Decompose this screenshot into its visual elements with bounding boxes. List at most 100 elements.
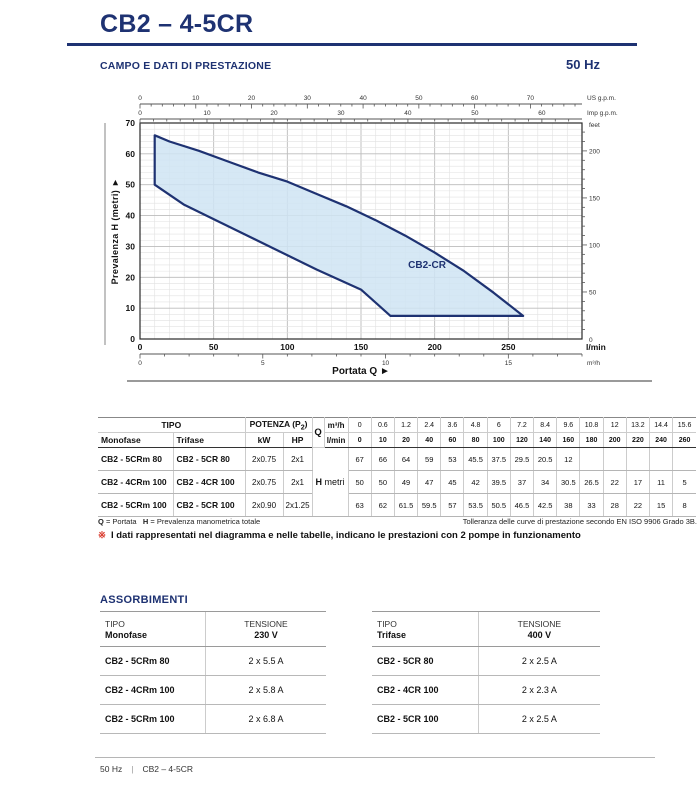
table-cell: 15 bbox=[648, 493, 674, 517]
table-cell: 40 bbox=[417, 432, 442, 448]
footer-model: CB2 – 4-5CR bbox=[142, 764, 193, 774]
table-cell: TIPO Monofase bbox=[100, 611, 206, 647]
reference-mark-icon: ※ bbox=[98, 530, 106, 541]
table-cell: 67 bbox=[347, 447, 372, 471]
x-tick-label: 50 bbox=[209, 342, 219, 352]
table-cell: 62 bbox=[370, 493, 395, 517]
table-cell: 45 bbox=[440, 470, 465, 494]
performance-envelope bbox=[153, 134, 525, 317]
table-cell: 10 bbox=[370, 432, 395, 448]
table-cell: 160 bbox=[556, 432, 581, 448]
table-cell: kW bbox=[244, 432, 284, 448]
table-cell: TENSIONE 230 V bbox=[204, 611, 326, 647]
table-cell: 39.5 bbox=[486, 470, 511, 494]
table-cell: TENSIONE 400 V bbox=[477, 611, 600, 647]
feet-tick-label: 150 bbox=[589, 195, 600, 202]
usgpm-tick-label: 70 bbox=[527, 95, 535, 102]
header-row: TIPO Monofase TENSIONE 230 V bbox=[100, 611, 326, 647]
q-text: = Portata bbox=[105, 517, 137, 526]
table-cell: 38 bbox=[556, 493, 581, 517]
model-cell: CB2 - 5CRm 80 bbox=[100, 646, 206, 676]
model-cell: CB2 - 4CR 100 bbox=[372, 675, 479, 705]
table-cell: 2x0.75 bbox=[244, 447, 284, 471]
usgpm-tick-label: 40 bbox=[359, 95, 367, 102]
footer-separator: | bbox=[131, 764, 134, 774]
table-cell: 53.5 bbox=[463, 493, 488, 517]
table-cell: 5 bbox=[672, 470, 696, 494]
table-cell: 2x1.25 bbox=[282, 493, 313, 517]
model-cell: CB2 - 5CR 100 bbox=[372, 704, 479, 734]
table-cell: CB2 - 4CR 100 bbox=[172, 470, 246, 494]
monofase-absorption-table-container: TIPO Monofase TENSIONE 230 V CB2 - 5CRm 80 2 … bbox=[100, 611, 326, 734]
model-cell: CB2 - 5CR 80 bbox=[372, 646, 479, 676]
table-cell: 80 bbox=[463, 432, 488, 448]
impgpm-tick-label: 10 bbox=[203, 110, 211, 117]
impgpm-axis-unit: Imp g.p.m. bbox=[587, 110, 618, 117]
table-cell: POTENZA (P2) bbox=[244, 417, 313, 433]
feet-tick-label: 100 bbox=[589, 242, 600, 249]
table-cell: 45.5 bbox=[463, 447, 488, 471]
table-cell: 30.5 bbox=[556, 470, 581, 494]
table-cell: CB2 - 5CRm 80 bbox=[98, 447, 174, 471]
table-cell: HP bbox=[282, 432, 313, 448]
absorption-table: TIPO Monofase TENSIONE 230 V CB2 - 5CRm 80 2 … bbox=[100, 611, 326, 734]
table-cell: 0 bbox=[347, 432, 372, 448]
header-row: Monofase Trifase kW HP l/min 0 10 20 40 60 80 100 12… bbox=[98, 432, 696, 448]
table-cell: 9.6 bbox=[556, 417, 581, 433]
table-row: CB2 - 5CR 80 2 x 2.5 A bbox=[372, 646, 600, 676]
table-row: CB2 - 4CR 100 2 x 2.3 A bbox=[372, 675, 600, 705]
table-cell: TIPO Trifase bbox=[372, 611, 479, 647]
table-cell: 12 bbox=[602, 417, 627, 433]
table-cell: 14.4 bbox=[648, 417, 674, 433]
impgpm-tick-label: 30 bbox=[337, 110, 345, 117]
h-label: H bbox=[142, 517, 149, 526]
table-cell: 59.5 bbox=[417, 493, 442, 517]
y-tick-label: 0 bbox=[130, 334, 135, 344]
table-cell: 22 bbox=[625, 493, 650, 517]
h-text: = Prevalenza manometrica totale bbox=[150, 517, 261, 526]
footer: 50 Hz | CB2 – 4-5CR bbox=[100, 764, 193, 774]
table-cell: 28 bbox=[602, 493, 627, 517]
tolerance-note: Tolleranza delle curve di prestazione se… bbox=[462, 517, 697, 526]
m3h-tick-label: 15 bbox=[505, 360, 513, 367]
table-cell: 4.8 bbox=[463, 417, 488, 433]
y-tick-label: 70 bbox=[126, 118, 136, 128]
table-row: CB2 - 5CRm 100 CB2 - 5CR 100 2x0.90 2x1.25 6… bbox=[98, 493, 696, 517]
table-cell: 180 bbox=[579, 432, 604, 448]
table-cell: 1.2 bbox=[393, 417, 419, 433]
table-cell: Monofase bbox=[98, 432, 174, 448]
phase-label: Monofase bbox=[105, 629, 148, 640]
table-row: CB2 - 4CRm 100 2 x 5.8 A bbox=[100, 675, 326, 705]
table-cell: 12 bbox=[556, 447, 581, 471]
table-row: CB2 - 5CRm 80 CB2 - 5CR 80 2x0.75 2x1 H metr… bbox=[98, 447, 696, 517]
table-row: CB2 - 5CR 100 2 x 2.5 A bbox=[372, 704, 600, 734]
y-tick-label: 30 bbox=[126, 241, 136, 251]
table-cell: 20 bbox=[393, 432, 419, 448]
footer-frequency: 50 Hz bbox=[100, 764, 123, 774]
current-cell: 2 x 5.8 A bbox=[204, 675, 326, 705]
usgpm-axis-unit: US g.p.m. bbox=[587, 95, 616, 102]
current-cell: 2 x 2.5 A bbox=[477, 646, 600, 676]
table-cell: 29.5 bbox=[509, 447, 535, 471]
footer-rule bbox=[95, 757, 655, 758]
m3h-tick-label: 5 bbox=[261, 360, 265, 367]
x-tick-label: 100 bbox=[280, 342, 294, 352]
table-cell: H metri bbox=[311, 447, 349, 517]
y-tick-label: 10 bbox=[126, 303, 136, 313]
plot-border bbox=[139, 122, 583, 340]
impgpm-tick-label: 60 bbox=[538, 110, 546, 117]
impgpm-tick-label: 20 bbox=[270, 110, 278, 117]
table-cell bbox=[602, 447, 627, 471]
m3h-tick-label: 10 bbox=[382, 360, 390, 367]
table-cell: 3.6 bbox=[440, 417, 465, 433]
y-axis-title: Prevalenza H (metri) ► bbox=[110, 178, 120, 285]
table-cell: 2x0.75 bbox=[244, 470, 284, 494]
usgpm-tick-label: 30 bbox=[304, 95, 312, 102]
x-tick-label: 250 bbox=[501, 342, 515, 352]
q-label: Q bbox=[98, 517, 104, 526]
table-cell: 42.5 bbox=[533, 493, 558, 517]
y-tick-label: 50 bbox=[126, 180, 136, 190]
